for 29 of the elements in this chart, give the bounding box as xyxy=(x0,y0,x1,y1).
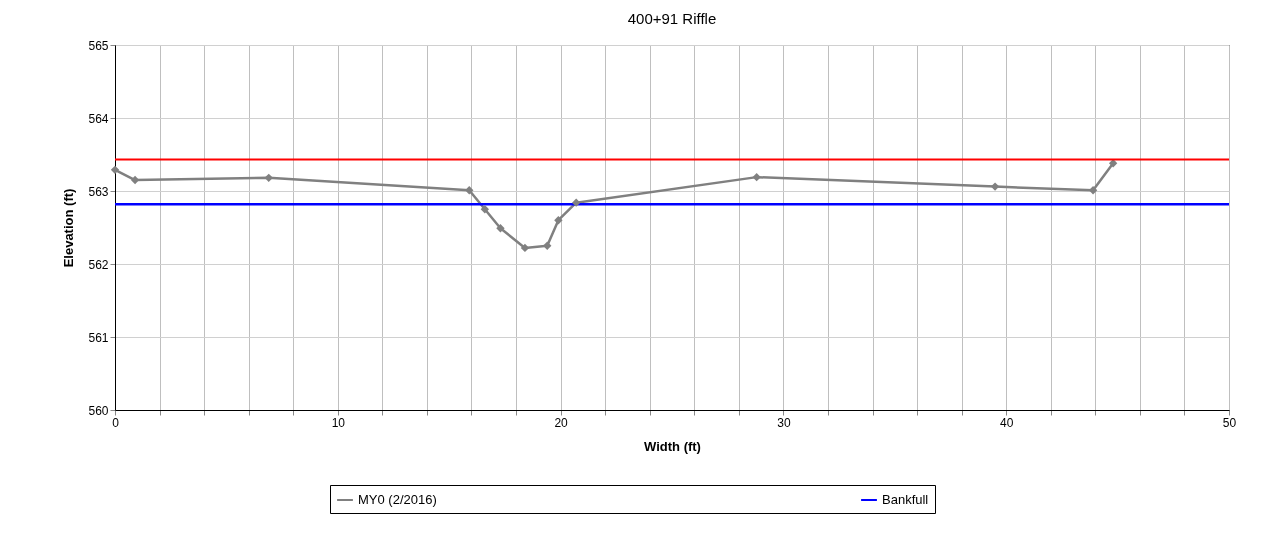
legend-label: MY0 (2/2016) xyxy=(358,492,437,507)
x-tick-label: 30 xyxy=(777,415,791,430)
point xyxy=(465,186,474,195)
x-tick-label: 10 xyxy=(331,415,346,430)
chart-title: 400+91 Riffle xyxy=(627,10,717,27)
point xyxy=(1108,159,1118,168)
legend-label: Bankfull xyxy=(882,492,929,507)
point xyxy=(480,205,490,214)
y-axis-title: Elevation (ft) xyxy=(61,188,77,268)
y-tick-label: 564 xyxy=(88,111,109,126)
y-tick-label: 562 xyxy=(88,257,109,272)
point xyxy=(572,198,581,207)
y-tick-label: 560 xyxy=(88,403,109,418)
point xyxy=(554,216,563,225)
x-tick-label: 50 xyxy=(1222,415,1237,430)
point xyxy=(752,172,761,182)
point xyxy=(264,173,273,183)
point xyxy=(543,241,552,250)
x-tick-label: 20 xyxy=(554,415,569,430)
point xyxy=(496,224,505,233)
y-tick-label: 563 xyxy=(88,184,109,199)
point xyxy=(520,243,530,253)
x-axis-title: Width (ft) xyxy=(644,438,701,454)
y-tick-label: 565 xyxy=(88,38,109,53)
point xyxy=(990,182,1000,191)
x-tick-label: 40 xyxy=(1000,415,1014,430)
x-tick-label: 0 xyxy=(112,415,120,430)
y-tick-label: 561 xyxy=(88,330,109,345)
point xyxy=(110,165,120,175)
